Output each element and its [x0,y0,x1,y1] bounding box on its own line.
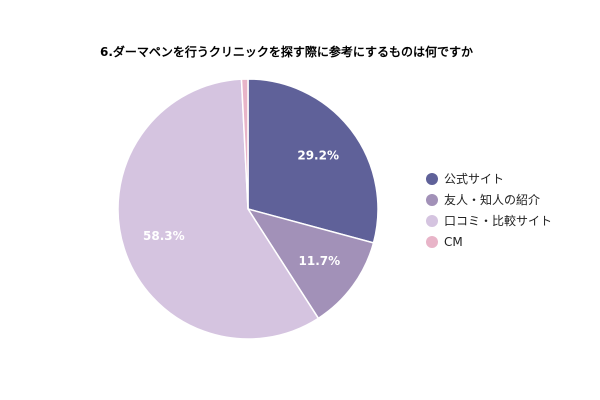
chart-title: 6.ダーマペンを行うクリニックを探す際に参考にするものは何ですか [100,44,473,59]
pie-slice-2 [246,207,375,320]
legend-marker-1 [426,173,438,185]
pie-slice-1 [247,78,379,244]
legend-marker-3 [426,215,438,227]
pie-slice-4 [240,78,249,210]
legend-label-3: 口コミ・比較サイト [444,213,552,228]
legend-label-1: 公式サイト [444,172,504,186]
pie-slice-3 [117,78,320,340]
legend-label-2: 友人・知人の紹介 [444,193,540,207]
legend-label-4: CM [444,235,463,249]
slice-data-label: 11.7% [299,254,341,268]
slice-data-label: 58.3% [143,229,185,243]
legend-marker-4 [426,236,438,248]
pie-data-labels: 29.2% 11.7% 58.3% [143,148,340,268]
legend-marker-2 [426,194,438,206]
slice-data-label: 29.2% [297,148,339,162]
pie-slices [117,78,379,340]
